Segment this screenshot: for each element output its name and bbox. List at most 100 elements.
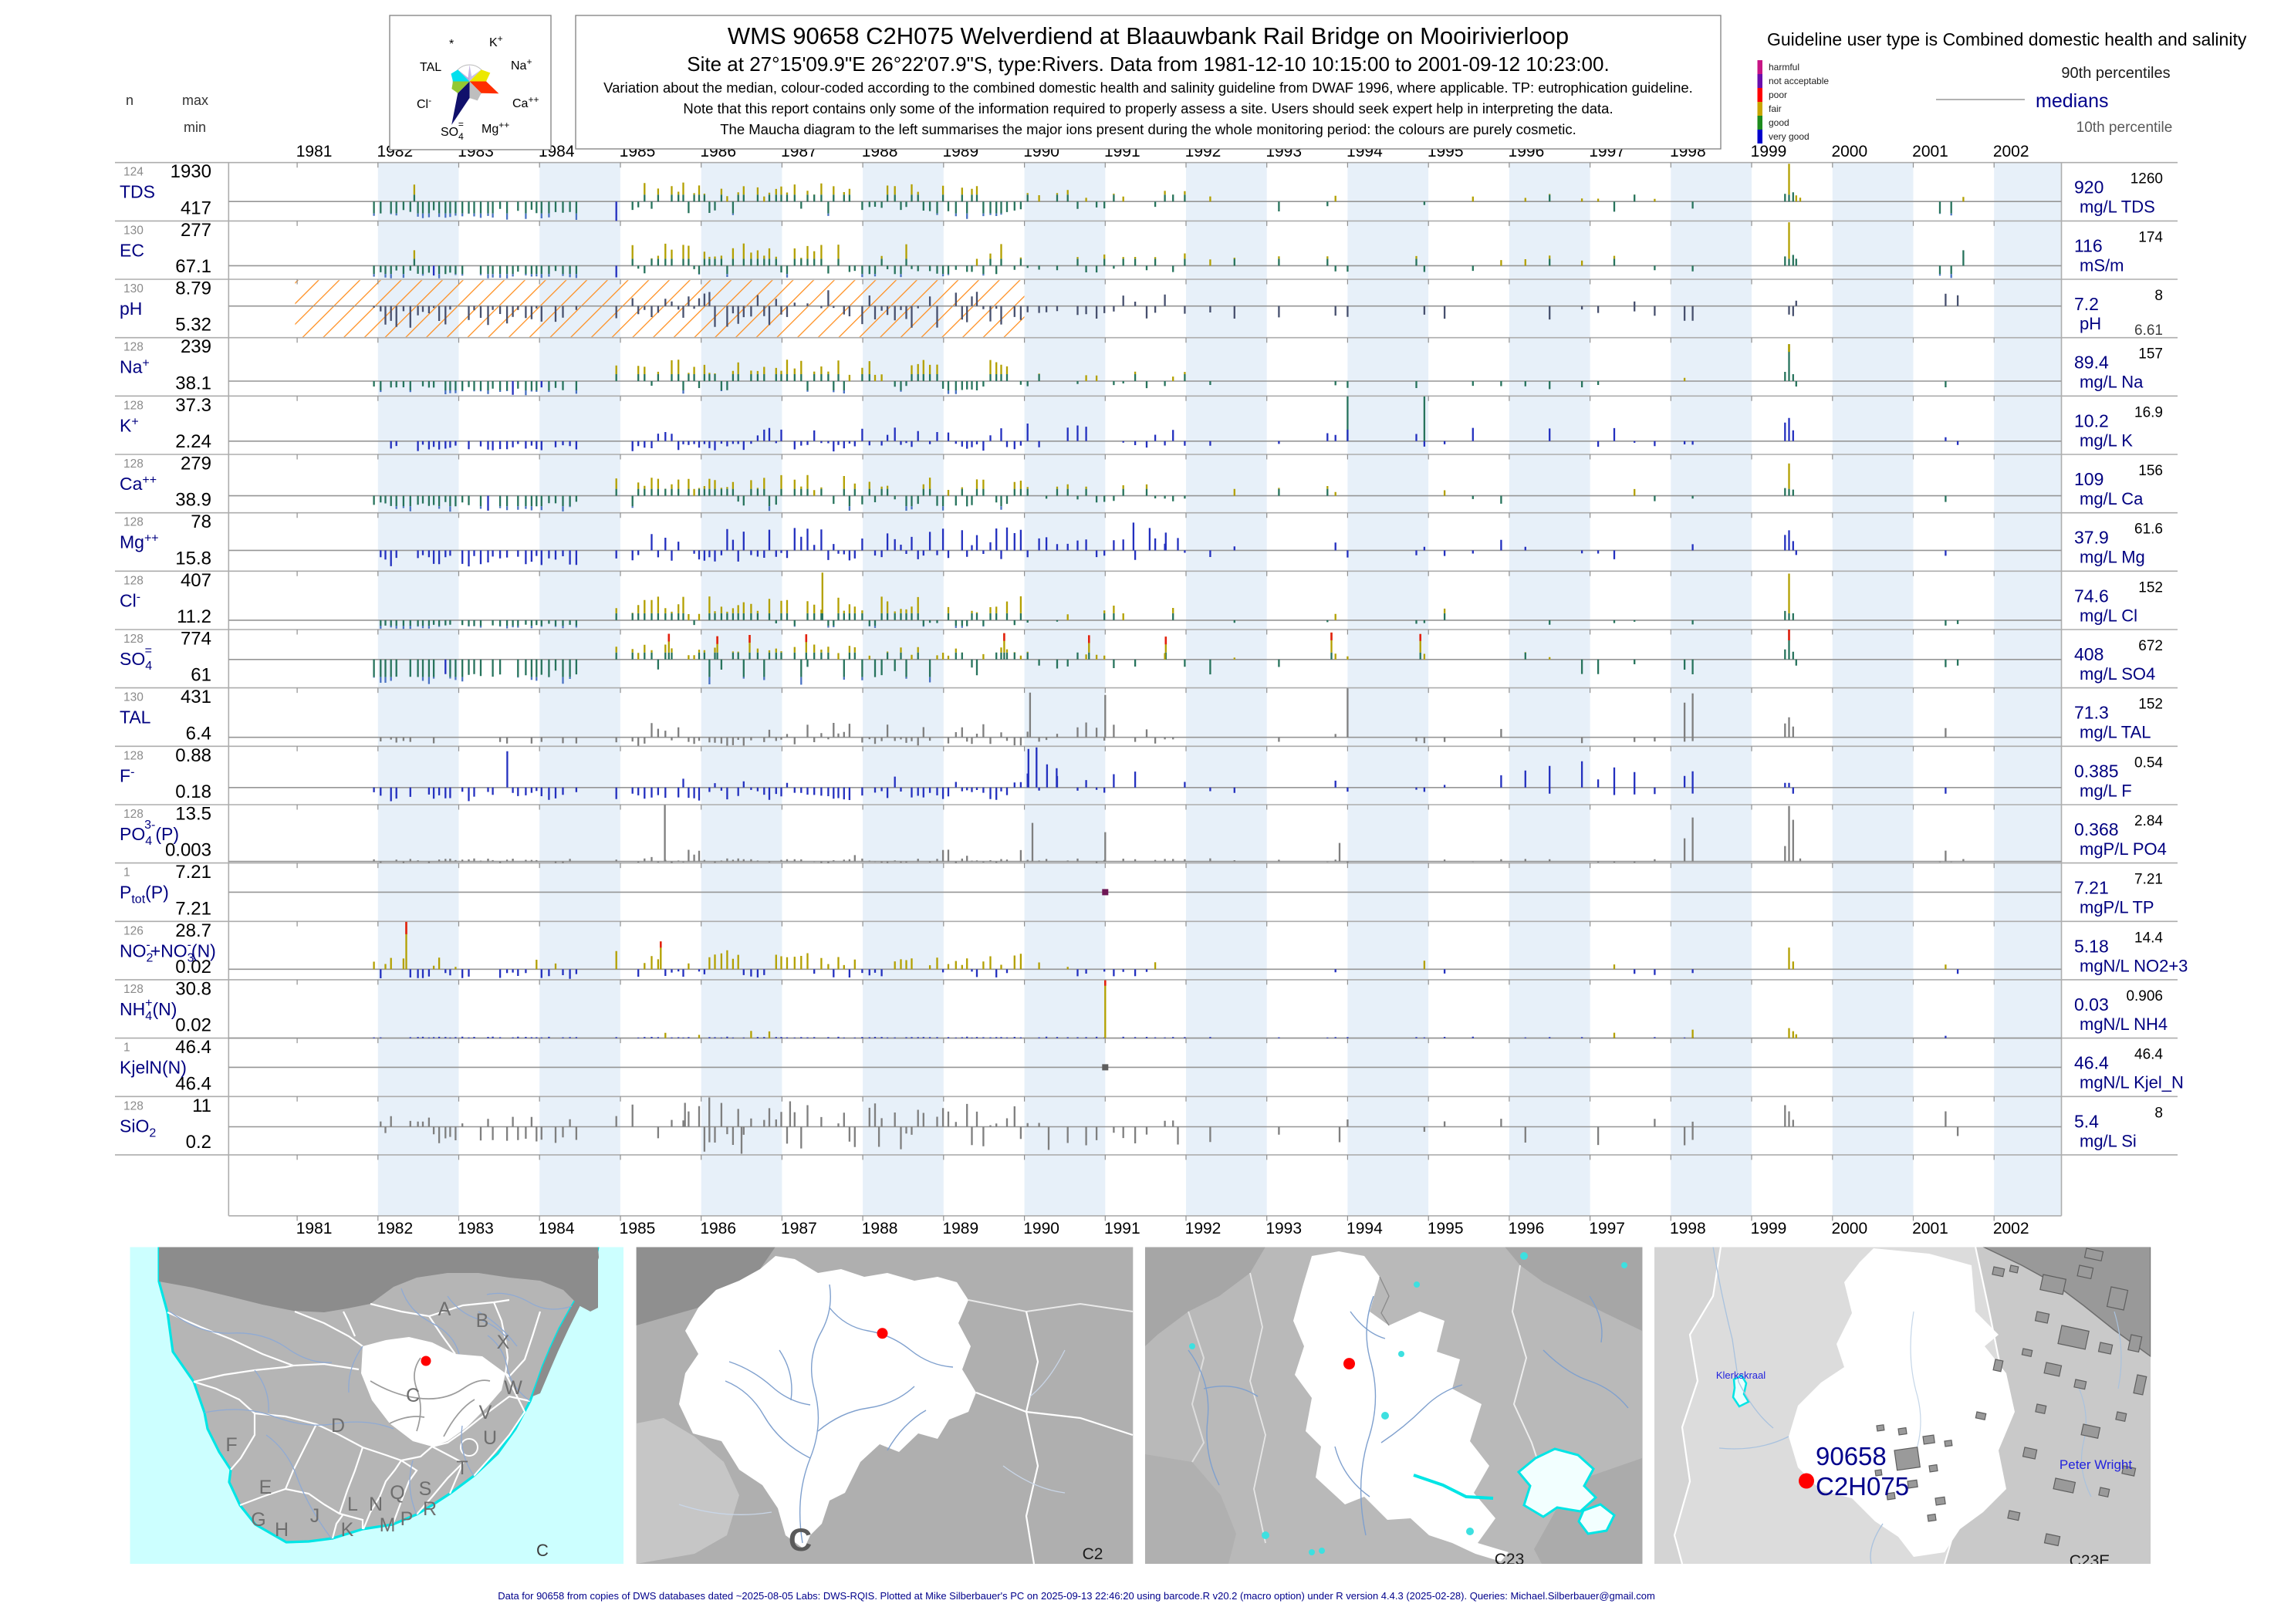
svg-text:431: 431	[181, 687, 211, 707]
svg-text:128: 128	[123, 633, 144, 646]
svg-text:C23E: C23E	[2070, 1552, 2110, 1570]
svg-text:A: A	[438, 1298, 451, 1320]
svg-text:130: 130	[123, 224, 144, 237]
svg-text:109: 109	[2074, 469, 2103, 489]
svg-text:5.32: 5.32	[175, 315, 211, 336]
svg-text:61: 61	[191, 665, 211, 686]
svg-text:1981: 1981	[296, 1220, 333, 1237]
svg-text:37.9: 37.9	[2074, 528, 2109, 548]
svg-text:417: 417	[181, 198, 211, 218]
svg-text:6.4: 6.4	[186, 723, 211, 744]
svg-text:Klerkskraal: Klerkskraal	[1716, 1369, 1766, 1381]
svg-text:TAL: TAL	[120, 707, 151, 728]
svg-text:V: V	[479, 1402, 492, 1423]
svg-text:10th percentile: 10th percentile	[2076, 120, 2173, 136]
svg-text:very good: very good	[1769, 131, 1809, 142]
svg-text:G: G	[251, 1509, 265, 1531]
svg-text:max: max	[182, 93, 208, 108]
svg-text:128: 128	[123, 1099, 144, 1112]
svg-text:W: W	[504, 1377, 522, 1399]
svg-text:J: J	[310, 1505, 320, 1527]
svg-text:8: 8	[2154, 288, 2163, 304]
svg-text:not acceptable: not acceptable	[1769, 76, 1829, 86]
svg-text:128: 128	[123, 399, 144, 412]
svg-text:6.61: 6.61	[2134, 322, 2163, 339]
svg-text:116: 116	[2074, 235, 2103, 255]
svg-text:38.1: 38.1	[175, 373, 211, 393]
svg-text:1993: 1993	[1265, 1220, 1302, 1237]
svg-text:EC: EC	[120, 240, 144, 260]
svg-text:2002: 2002	[1993, 143, 2029, 160]
svg-text:mg/L Cl: mg/L Cl	[2080, 606, 2137, 625]
svg-text:1990: 1990	[1023, 1220, 1059, 1237]
svg-text:128: 128	[123, 574, 144, 587]
svg-text:407: 407	[181, 570, 211, 591]
svg-text:7.2: 7.2	[2074, 294, 2099, 314]
svg-text:7.21: 7.21	[175, 898, 211, 919]
svg-text:2000: 2000	[1831, 143, 1867, 160]
svg-text:L: L	[347, 1494, 358, 1515]
svg-text:277: 277	[181, 220, 211, 241]
svg-text:1983: 1983	[458, 1220, 494, 1237]
svg-text:7.21: 7.21	[2134, 872, 2163, 888]
svg-text:1982: 1982	[377, 1220, 413, 1237]
svg-text:774: 774	[181, 629, 211, 650]
svg-text:Peter Wright: Peter Wright	[2060, 1457, 2132, 1472]
svg-text:0.385: 0.385	[2074, 761, 2119, 781]
svg-text:1999: 1999	[1751, 1220, 1787, 1237]
svg-text:46.4: 46.4	[2074, 1053, 2109, 1073]
svg-text:mg/L Ca: mg/L Ca	[2080, 489, 2144, 508]
svg-text:2.84: 2.84	[2134, 813, 2163, 829]
svg-text:fair: fair	[1769, 103, 1782, 114]
svg-text:0.2: 0.2	[186, 1132, 211, 1153]
svg-text:67.1: 67.1	[175, 256, 211, 277]
svg-text:min: min	[184, 120, 206, 135]
svg-text:0.54: 0.54	[2134, 755, 2163, 771]
svg-text:N: N	[369, 1494, 383, 1515]
svg-text:good: good	[1769, 117, 1789, 128]
svg-text:920: 920	[2074, 177, 2103, 198]
svg-text:7.21: 7.21	[175, 862, 211, 883]
svg-text:C2: C2	[1083, 1545, 1103, 1563]
svg-text:1985: 1985	[620, 1220, 656, 1237]
svg-text:0.02: 0.02	[175, 957, 211, 977]
svg-text:152: 152	[2138, 697, 2163, 713]
svg-text:8.79: 8.79	[175, 279, 211, 299]
svg-text:F: F	[225, 1434, 237, 1456]
svg-text:Cl-: Cl-	[417, 95, 431, 111]
svg-text:Q: Q	[390, 1482, 404, 1504]
svg-text:The Maucha diagram to the left: The Maucha diagram to the left summarise…	[720, 121, 1576, 137]
svg-text:2002: 2002	[1993, 1220, 2029, 1237]
svg-text:11: 11	[192, 1096, 211, 1116]
svg-text:WMS 90658 C2H075 Welverdiend a: WMS 90658 C2H075 Welverdiend at Blaauwba…	[728, 22, 1569, 49]
svg-text:13.5: 13.5	[175, 804, 211, 825]
svg-text:mg/L Mg: mg/L Mg	[2080, 548, 2145, 567]
svg-text:C: C	[789, 1521, 812, 1558]
svg-text:C: C	[536, 1541, 549, 1560]
svg-text:672: 672	[2138, 638, 2163, 654]
svg-text:90th percentiles: 90th percentiles	[2061, 65, 2170, 82]
svg-text:S: S	[419, 1478, 432, 1500]
svg-text:11.2: 11.2	[177, 606, 211, 627]
svg-text:pH: pH	[2080, 314, 2101, 333]
svg-text:1995: 1995	[1428, 1220, 1464, 1237]
svg-text:mg/L K: mg/L K	[2080, 430, 2133, 450]
svg-text:0.02: 0.02	[175, 1015, 211, 1036]
svg-text:P: P	[400, 1508, 414, 1530]
svg-text:mg/L F: mg/L F	[2080, 781, 2132, 800]
svg-text:medians: medians	[2036, 90, 2109, 112]
svg-text:128: 128	[123, 516, 144, 529]
svg-text:mS/m: mS/m	[2080, 255, 2124, 275]
svg-text:1989: 1989	[942, 1220, 978, 1237]
svg-text:10.2: 10.2	[2074, 410, 2109, 430]
svg-text:K: K	[341, 1519, 354, 1541]
svg-text:279: 279	[181, 454, 211, 474]
svg-text:mgN/L NO2+3: mgN/L NO2+3	[2080, 956, 2188, 975]
svg-text:C23: C23	[1495, 1551, 1525, 1568]
svg-text:0.88: 0.88	[175, 745, 211, 766]
svg-text:mg/L TDS: mg/L TDS	[2080, 198, 2155, 217]
svg-text:E: E	[259, 1477, 272, 1498]
svg-text:124: 124	[123, 166, 144, 179]
svg-text:1998: 1998	[1670, 1220, 1706, 1237]
svg-text:128: 128	[123, 341, 144, 354]
